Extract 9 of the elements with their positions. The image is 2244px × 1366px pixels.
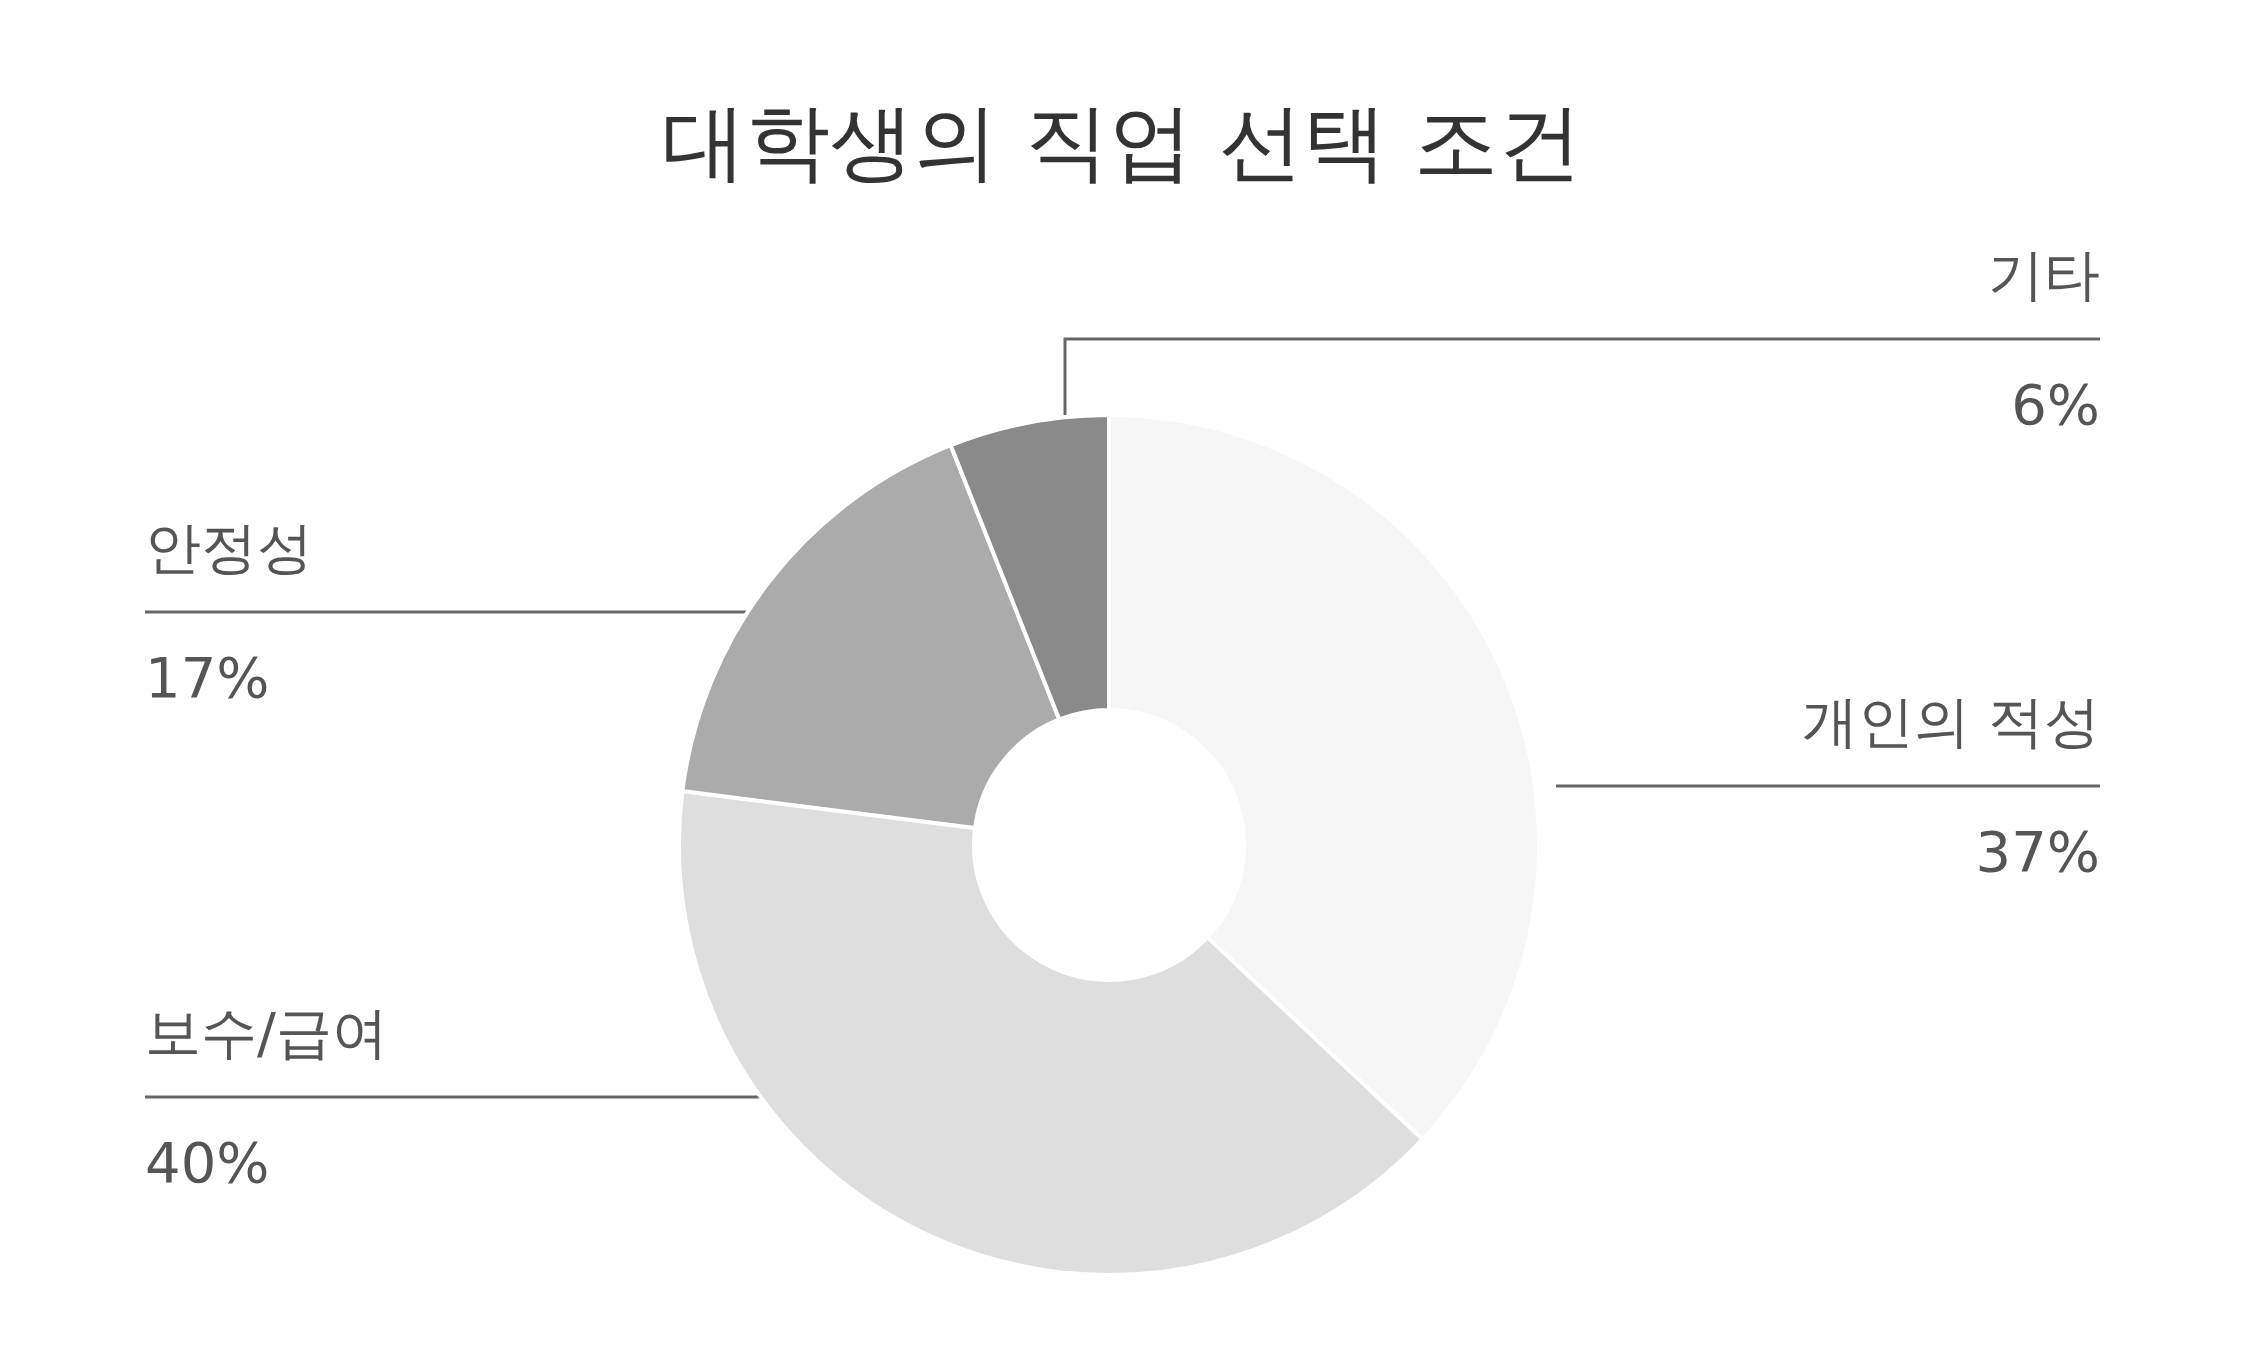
data-label: 40%: [145, 1129, 270, 1195]
slice-label: 기타: [1988, 241, 2100, 307]
chart-title: 대학생의 직업 선택 조건: [661, 93, 1583, 191]
slice-label: 보수/급여: [145, 999, 388, 1065]
slice-label: 안정성: [145, 514, 313, 580]
data-label: 37%: [1975, 818, 2100, 884]
data-label: 6%: [2011, 371, 2100, 437]
slice-label: 개인의 적성: [1802, 688, 2100, 754]
data-label: 17%: [145, 644, 270, 710]
